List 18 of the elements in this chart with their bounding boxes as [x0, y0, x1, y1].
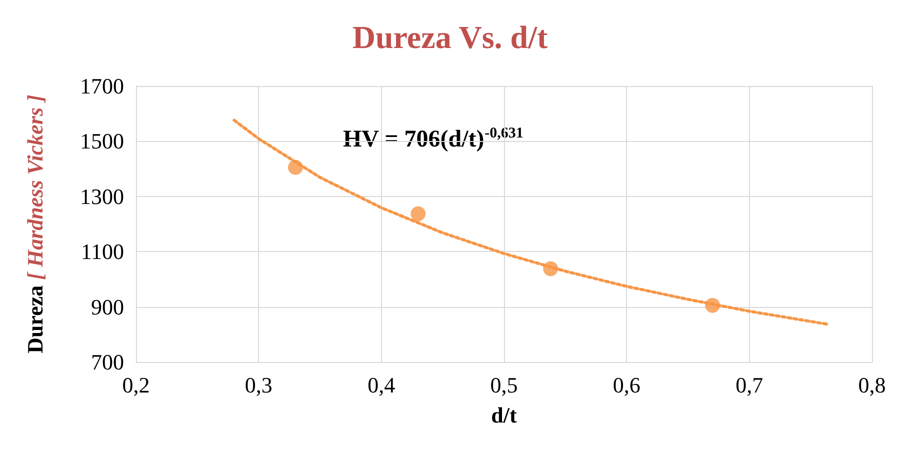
- y-tick-label: 700: [91, 350, 124, 374]
- x-tick-label: 0,5: [490, 372, 518, 398]
- y-axis-title: Dureza [ Hardness Vickers ]: [22, 94, 48, 354]
- y-tick-label: 1500: [80, 128, 124, 154]
- chart-title: Dureza Vs. d/t: [352, 19, 548, 55]
- x-tick-label: 0,4: [368, 372, 396, 398]
- x-tick-label: 0,2: [122, 372, 150, 398]
- point: [410, 206, 426, 222]
- y-tick-label: 1300: [80, 184, 124, 209]
- y-tick-label: 900: [91, 294, 124, 320]
- y-tick-label: 1100: [80, 239, 124, 264]
- y-tick-label: 1700: [80, 74, 124, 98]
- x-axis-title: d/t: [491, 402, 518, 428]
- line-series: [232, 118, 831, 326]
- x-tick-label: 0,6: [612, 372, 640, 398]
- x-tick-label: 0,7: [736, 372, 764, 398]
- x-tick-label: 0,8: [858, 372, 886, 398]
- x-tick-label: 0,3: [244, 372, 272, 398]
